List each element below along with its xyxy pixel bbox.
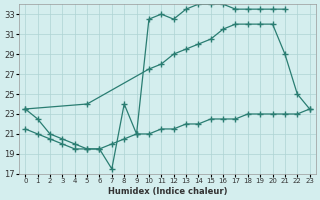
X-axis label: Humidex (Indice chaleur): Humidex (Indice chaleur) xyxy=(108,187,227,196)
